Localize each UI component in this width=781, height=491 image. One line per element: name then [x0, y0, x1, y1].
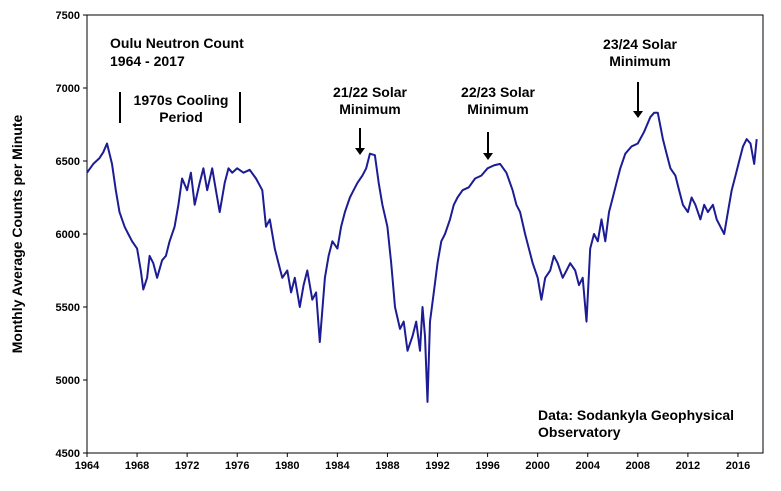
y-tick-label: 5500: [56, 302, 80, 314]
x-tick-label: 1972: [175, 460, 199, 472]
annotation: Minimum: [609, 53, 670, 69]
x-tick-label: 1984: [325, 460, 350, 472]
x-tick-label: 1968: [125, 460, 149, 472]
x-tick-label: 1976: [225, 460, 249, 472]
x-tick-label: 1964: [75, 460, 100, 472]
arrowhead: [483, 153, 493, 160]
arrowheads: [355, 111, 643, 160]
annotation: 23/24 Solar: [603, 36, 677, 52]
chart-title: 1964 - 2017: [110, 53, 185, 69]
annotation: Minimum: [467, 101, 528, 117]
annotation-shapes: [119, 82, 639, 155]
x-tick-label: 2016: [726, 460, 750, 472]
y-tick-label: 6000: [56, 229, 80, 241]
x-tick-label: 1996: [475, 460, 499, 472]
annotation: 1970s Cooling: [134, 92, 229, 108]
plot-frame: [86, 14, 764, 454]
y-axis-label: Monthly Average Counts per Minute: [9, 115, 25, 354]
y-tick-label: 6500: [56, 156, 80, 168]
x-tick-label: 2004: [575, 460, 600, 472]
annotation: 22/23 Solar: [461, 84, 535, 100]
x-tick-label: 2000: [525, 460, 549, 472]
y-tick-label: 4500: [56, 448, 80, 460]
x-tick-label: 2012: [676, 460, 700, 472]
y-tick-label: 5000: [56, 375, 80, 387]
x-tick-label: 1992: [425, 460, 449, 472]
y-tick-label: 7000: [56, 83, 80, 95]
annotation: Data: Sodankyla Geophysical: [538, 407, 734, 423]
y-tick-label: 7500: [56, 10, 80, 22]
annotation: Observatory: [538, 424, 621, 440]
data-line: [86, 111, 758, 403]
annotation: Minimum: [339, 101, 400, 117]
annotation: 21/22 Solar: [333, 84, 407, 100]
x-tick-label: 2008: [626, 460, 650, 472]
chart-title: Oulu Neutron Count: [110, 35, 244, 51]
arrowhead: [633, 111, 643, 118]
annotation: Period: [159, 109, 203, 125]
x-tick-label: 1980: [275, 460, 299, 472]
arrowhead: [355, 148, 365, 155]
x-tick-label: 1988: [375, 460, 399, 472]
